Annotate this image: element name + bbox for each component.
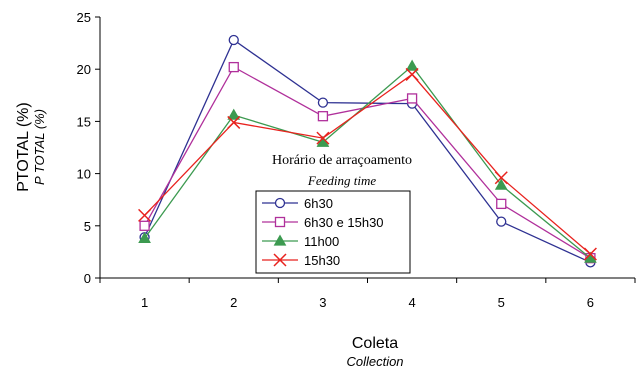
- data-point: [494, 171, 508, 185]
- legend-item: 15h30: [262, 253, 340, 268]
- data-point: [317, 97, 329, 108]
- legend-item: 6h30 e 15h30: [262, 215, 384, 230]
- data-point: [138, 231, 151, 243]
- data-point: [139, 220, 150, 231]
- series-15h30: [138, 67, 597, 261]
- y-tick-label: 25: [77, 10, 91, 25]
- legend-label: 6h30: [304, 196, 333, 211]
- series-line: [143, 38, 591, 263]
- data-point: [138, 208, 152, 222]
- x-tick-label: 5: [498, 295, 505, 310]
- series-line: [144, 73, 591, 255]
- legend-items: 6h30 6h30 e 15h30 11h00 15h30: [262, 196, 384, 268]
- series-line: [144, 66, 591, 259]
- legend-subtitle: Feeding time: [307, 173, 376, 188]
- data-point: [317, 111, 329, 122]
- x-tick-label: 6: [587, 295, 594, 310]
- data-point: [496, 198, 507, 210]
- data-point: [406, 93, 418, 104]
- legend-label: 15h30: [304, 253, 340, 268]
- data-point: [228, 34, 239, 46]
- y-ticks: 0 5 10 15 20 25: [77, 10, 100, 286]
- data-point: [405, 67, 419, 81]
- legend-item: 11h00: [262, 234, 339, 249]
- legend-label: 6h30 e 15h30: [304, 215, 384, 230]
- y-tick-label: 15: [77, 114, 91, 129]
- data-point: [405, 59, 419, 71]
- data-point: [227, 108, 241, 120]
- y-tick-label: 5: [84, 219, 91, 234]
- data-point: [228, 61, 239, 73]
- data-point: [316, 131, 330, 145]
- legend-swatch-marker: [274, 216, 286, 228]
- x-tick-label: 1: [141, 295, 148, 310]
- x-axis-subtitle: Collection: [346, 354, 403, 369]
- data-point: [496, 216, 507, 227]
- legend-label: 11h00: [304, 234, 339, 249]
- series-group: [138, 34, 597, 268]
- data-point: [583, 247, 597, 261]
- y-axis-title: PTOTAL (%): [15, 102, 32, 192]
- x-axis-title: Coleta: [352, 335, 398, 352]
- legend-item: 6h30: [262, 196, 333, 211]
- legend-swatch-marker: [274, 197, 286, 209]
- x-tick-label: 4: [408, 295, 415, 310]
- y-tick-label: 20: [77, 62, 91, 77]
- data-point: [494, 178, 508, 190]
- legend-swatch-marker: [273, 234, 287, 246]
- y-tick-label: 10: [77, 167, 91, 182]
- legend-swatch-marker: [273, 253, 287, 267]
- y-axis-subtitle: P TOTAL (%): [32, 109, 47, 185]
- data-point: [227, 115, 241, 129]
- series-11h00: [138, 59, 597, 263]
- legend-title: Horário de arraçoamento: [272, 153, 412, 168]
- x-ticks: 1 2 3 4 5 6: [99, 278, 636, 310]
- x-tick-label: 3: [319, 295, 326, 310]
- series-line: [144, 65, 591, 259]
- y-tick-label: 0: [84, 271, 91, 286]
- x-tick-label: 2: [230, 295, 237, 310]
